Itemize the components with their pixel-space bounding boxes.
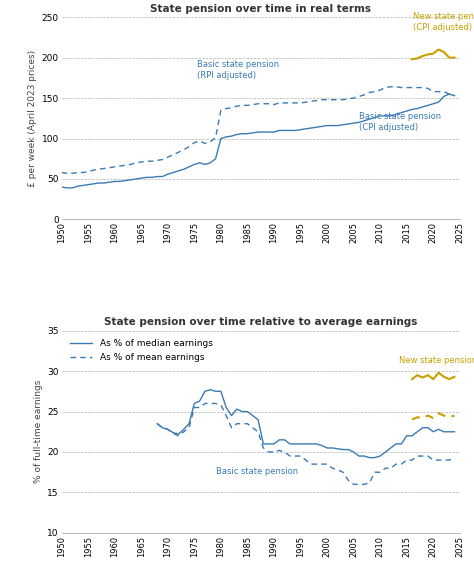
Title: State pension over time relative to average earnings: State pension over time relative to aver…	[104, 317, 418, 327]
Legend: As % of median earnings, As % of mean earnings: As % of median earnings, As % of mean ea…	[66, 335, 216, 366]
Text: New state pension
(CPI adjusted): New state pension (CPI adjusted)	[413, 11, 474, 32]
Text: New state pension: New state pension	[399, 356, 474, 364]
Text: Basic state pension: Basic state pension	[216, 467, 298, 476]
Y-axis label: £ per week (April 2023 prices): £ per week (April 2023 prices)	[28, 50, 37, 187]
Title: State pension over time in real terms: State pension over time in real terms	[150, 3, 371, 14]
Text: Basic state pension
(CPI adjusted): Basic state pension (CPI adjusted)	[359, 112, 441, 132]
Y-axis label: % of full-time earnings: % of full-time earnings	[34, 380, 43, 484]
Text: Basic state pension
(RPI adjusted): Basic state pension (RPI adjusted)	[197, 60, 279, 80]
